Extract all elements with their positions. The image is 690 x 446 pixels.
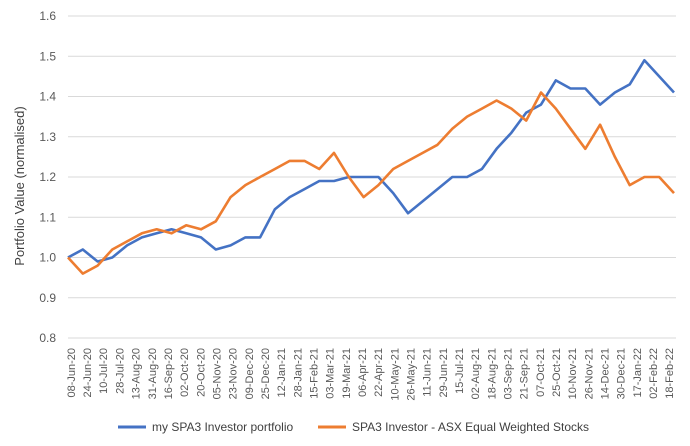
x-tick-label: 16-Sep-20 [163, 348, 175, 399]
x-tick-label: 13-Aug-20 [131, 348, 143, 399]
x-tick-label: 18-Feb-22 [664, 348, 676, 399]
y-tick-label: 1.0 [39, 251, 56, 265]
y-axis-label: Portfolio Value (normalised) [12, 106, 27, 265]
x-tick-label: 10-Jul-20 [98, 348, 110, 394]
x-tick-label: 26-May-21 [406, 348, 418, 401]
series-lines [67, 58, 675, 275]
x-tick-label: 18-Aug-21 [486, 348, 498, 399]
x-tick-label: 25-Oct-21 [551, 348, 563, 397]
x-tick-label: 02-Aug-21 [470, 348, 482, 399]
series-line-portfolio [67, 58, 675, 263]
y-tick-label: 1.1 [39, 210, 56, 224]
x-tick-label: 15-Jul-21 [454, 348, 466, 394]
x-tick-label: 03-Sep-21 [503, 348, 515, 399]
x-tick-label: 28-Jul-20 [114, 348, 126, 394]
x-tick-label: 09-Dec-20 [244, 348, 256, 399]
x-tick-label: 08-Jun-20 [66, 348, 78, 398]
x-tick-label: 10-Nov-21 [567, 348, 579, 399]
y-tick-label: 0.9 [39, 291, 56, 305]
x-tick-label: 14-Dec-21 [600, 348, 612, 399]
x-tick-label: 10-May-21 [389, 348, 401, 401]
y-tick-label: 0.8 [39, 331, 56, 345]
legend-label-portfolio: my SPA3 Investor portfolio [152, 420, 293, 434]
x-tick-label: 07-Oct-21 [535, 348, 547, 397]
x-tick-label: 15-Feb-21 [309, 348, 321, 399]
x-tick-label: 24-Jun-20 [82, 348, 94, 398]
x-tick-label: 22-Apr-21 [373, 348, 385, 397]
x-tick-label: 12-Jan-21 [276, 348, 288, 398]
x-tick-label: 30-Dec-21 [616, 348, 628, 399]
y-tick-label: 1.4 [39, 90, 56, 104]
x-tick-label: 02-Feb-22 [648, 348, 660, 399]
y-tick-label: 1.5 [39, 49, 56, 63]
x-tick-label: 23-Nov-20 [228, 348, 240, 399]
legend: my SPA3 Investor portfolio SPA3 Investor… [118, 420, 589, 434]
x-tick-label: 26-Nov-21 [583, 348, 595, 399]
y-tick-label: 1.6 [39, 9, 56, 23]
y-tick-label: 1.3 [39, 130, 56, 144]
x-tick-label: 05-Nov-20 [211, 348, 223, 399]
x-tick-label: 11-Jun-21 [422, 348, 434, 397]
x-tick-label: 17-Jan-22 [632, 348, 644, 398]
x-tick-label: 06-Apr-21 [357, 348, 369, 397]
x-tick-label: 19-Mar-21 [341, 348, 353, 399]
legend-label-asx: SPA3 Investor - ASX Equal Weighted Stock… [352, 420, 589, 434]
series-line-asx [67, 91, 675, 275]
x-tick-label: 31-Aug-20 [147, 348, 159, 399]
x-tick-label: 20-Oct-20 [195, 348, 207, 397]
x-axis-ticks: 08-Jun-20 24-Jun-20 10-Jul-20 28-Jul-20 13-A… [66, 348, 676, 401]
x-tick-label: 21-Sep-21 [519, 348, 531, 399]
y-tick-label: 1.2 [39, 170, 56, 184]
x-tick-label: 29-Jun-21 [438, 348, 450, 398]
y-axis-ticks: 0.8 0.9 1.0 1.1 1.2 1.3 1.4 1.5 1.6 [39, 9, 56, 345]
x-tick-label: 03-Mar-21 [325, 348, 337, 399]
x-tick-label: 25-Dec-20 [260, 348, 272, 399]
x-tick-label: 28-Jan-21 [292, 348, 304, 398]
x-tick-label: 02-Oct-20 [179, 348, 191, 397]
